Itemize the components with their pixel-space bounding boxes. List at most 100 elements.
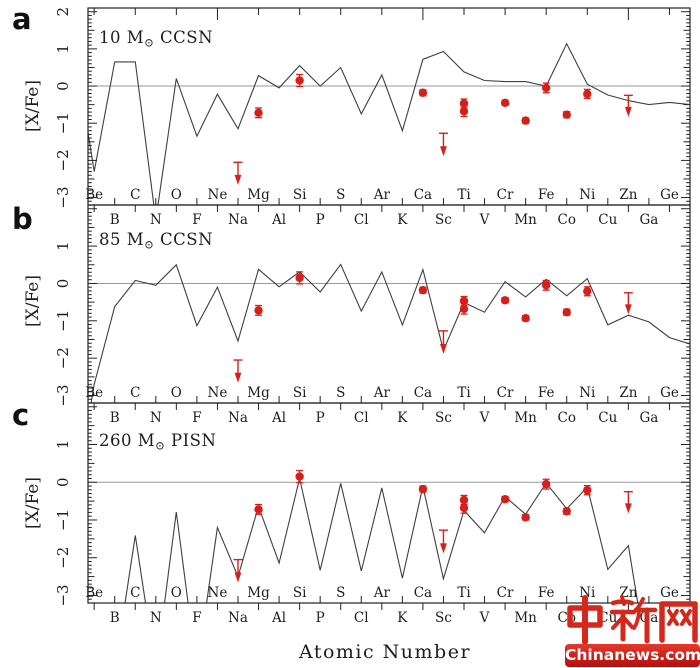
y-tick-label: −3	[54, 584, 72, 606]
element-label: Ti	[457, 585, 471, 601]
data-point-Mg	[254, 505, 263, 514]
element-label: Zn	[619, 385, 637, 401]
element-label: Mg	[247, 187, 270, 203]
data-point-Cr	[500, 296, 510, 305]
data-point-Ca	[418, 88, 428, 97]
element-label: Ge	[660, 385, 679, 401]
element-label: P	[316, 212, 325, 228]
element-label: N	[150, 610, 162, 626]
element-label: Cu	[598, 410, 617, 426]
y-axis-label-a: [X/Fe]	[23, 80, 43, 132]
y-tick-label: −2	[54, 149, 72, 171]
element-label: N	[150, 212, 162, 228]
y-tick-label: 0	[54, 279, 72, 289]
generated-plot-layer: 210−1−2−3 BeBCNOFNeNaMgAlSiPSClArKCaScTiV…	[54, 7, 691, 626]
element-label: Fe	[538, 385, 555, 401]
element-label: Ni	[579, 187, 596, 203]
panel-a-title-post: CCSN	[154, 28, 213, 47]
data-point-Ca	[418, 484, 428, 494]
element-label: Na	[228, 610, 248, 626]
upper-limit-arrowhead-Na	[234, 174, 242, 185]
y-tick-label: 1	[54, 440, 72, 450]
panel-c-title-post: PISN	[165, 431, 216, 450]
y-tick-label: −1	[54, 509, 72, 531]
element-label: Zn	[619, 187, 637, 203]
element-label: Sc	[435, 410, 452, 426]
data-point-Co	[562, 308, 571, 317]
data-point-Ni	[583, 287, 592, 296]
data-point-Fe	[541, 479, 551, 489]
element-label: Ga	[639, 410, 658, 426]
y-tick-label: 0	[54, 81, 72, 91]
y-tick-label: −1	[54, 112, 72, 134]
data-point-Mg	[254, 108, 263, 118]
element-label: V	[479, 610, 490, 626]
panel-b-title-pre: 85 M	[99, 230, 144, 249]
element-label: Ar	[373, 187, 391, 203]
model-line	[124, 478, 639, 603]
data-point-Ti	[459, 304, 469, 314]
data-point-Mg	[254, 306, 263, 315]
element-label: Mn	[514, 410, 537, 426]
element-label: Al	[271, 610, 286, 626]
element-label: B	[110, 410, 120, 426]
panel-a-title: 10 M⊙ CCSN	[99, 28, 213, 50]
sun-symbol: ⊙	[155, 439, 165, 453]
chinanews-logo	[567, 595, 698, 645]
y-tick-label: −2	[54, 347, 72, 369]
element-label: Mg	[247, 585, 270, 601]
element-label: V	[479, 410, 490, 426]
sun-symbol: ⊙	[144, 238, 154, 252]
panel-frame	[87, 402, 691, 604]
panel-b-title: 85 M⊙ CCSN	[99, 230, 213, 252]
element-label: K	[397, 212, 408, 228]
element-label: S	[336, 585, 345, 601]
element-label: Cl	[354, 212, 369, 228]
data-point-Si	[295, 76, 304, 85]
data-point-Mn	[521, 313, 530, 323]
upper-limit-arrowhead-Zn	[624, 304, 632, 315]
upper-limit-arrowhead-Zn	[624, 503, 632, 514]
element-label: V	[479, 212, 490, 228]
data-point-Mn	[521, 513, 530, 522]
element-label: K	[397, 610, 408, 626]
element-label: B	[110, 212, 120, 228]
data-point-Co	[562, 110, 571, 119]
element-label: Mn	[514, 212, 537, 228]
data-point-Cr	[500, 495, 510, 504]
element-label: O	[171, 187, 182, 203]
y-tick-label: −1	[54, 310, 72, 332]
y-axis-label-b: [X/Fe]	[23, 275, 43, 327]
element-label: Al	[271, 212, 286, 228]
panel-c-title: 260 M⊙ PISN	[99, 431, 216, 453]
data-point-Fe	[541, 83, 551, 93]
element-label: Cu	[598, 212, 617, 228]
element-label: Ca	[414, 187, 432, 203]
element-label: Fe	[538, 187, 555, 203]
element-label: Be	[85, 585, 103, 601]
element-label: Mg	[247, 385, 270, 401]
data-point-Ni	[583, 485, 592, 495]
data-point-Ti	[459, 107, 469, 116]
element-label: Si	[293, 585, 307, 601]
data-point-Co	[562, 507, 571, 516]
element-label: B	[110, 610, 120, 626]
element-label: Ni	[579, 385, 596, 401]
element-label: Ne	[208, 187, 228, 203]
y-tick-label: −3	[54, 187, 72, 209]
element-label: Na	[228, 212, 248, 228]
element-label: C	[130, 585, 140, 601]
y-tick-label: 1	[54, 44, 72, 54]
element-label: O	[171, 385, 182, 401]
element-label: O	[171, 585, 182, 601]
element-label: Fe	[538, 585, 555, 601]
element-label: P	[316, 610, 325, 626]
element-label: K	[397, 410, 408, 426]
upper-limit-arrowhead-Sc	[440, 543, 447, 554]
element-label: Ti	[457, 385, 471, 401]
element-label: Al	[271, 410, 286, 426]
upper-limit-arrowhead-Na	[234, 572, 242, 583]
y-tick-label: −2	[54, 547, 72, 569]
chinanews-url-banner: Chinanews.com	[565, 644, 700, 667]
